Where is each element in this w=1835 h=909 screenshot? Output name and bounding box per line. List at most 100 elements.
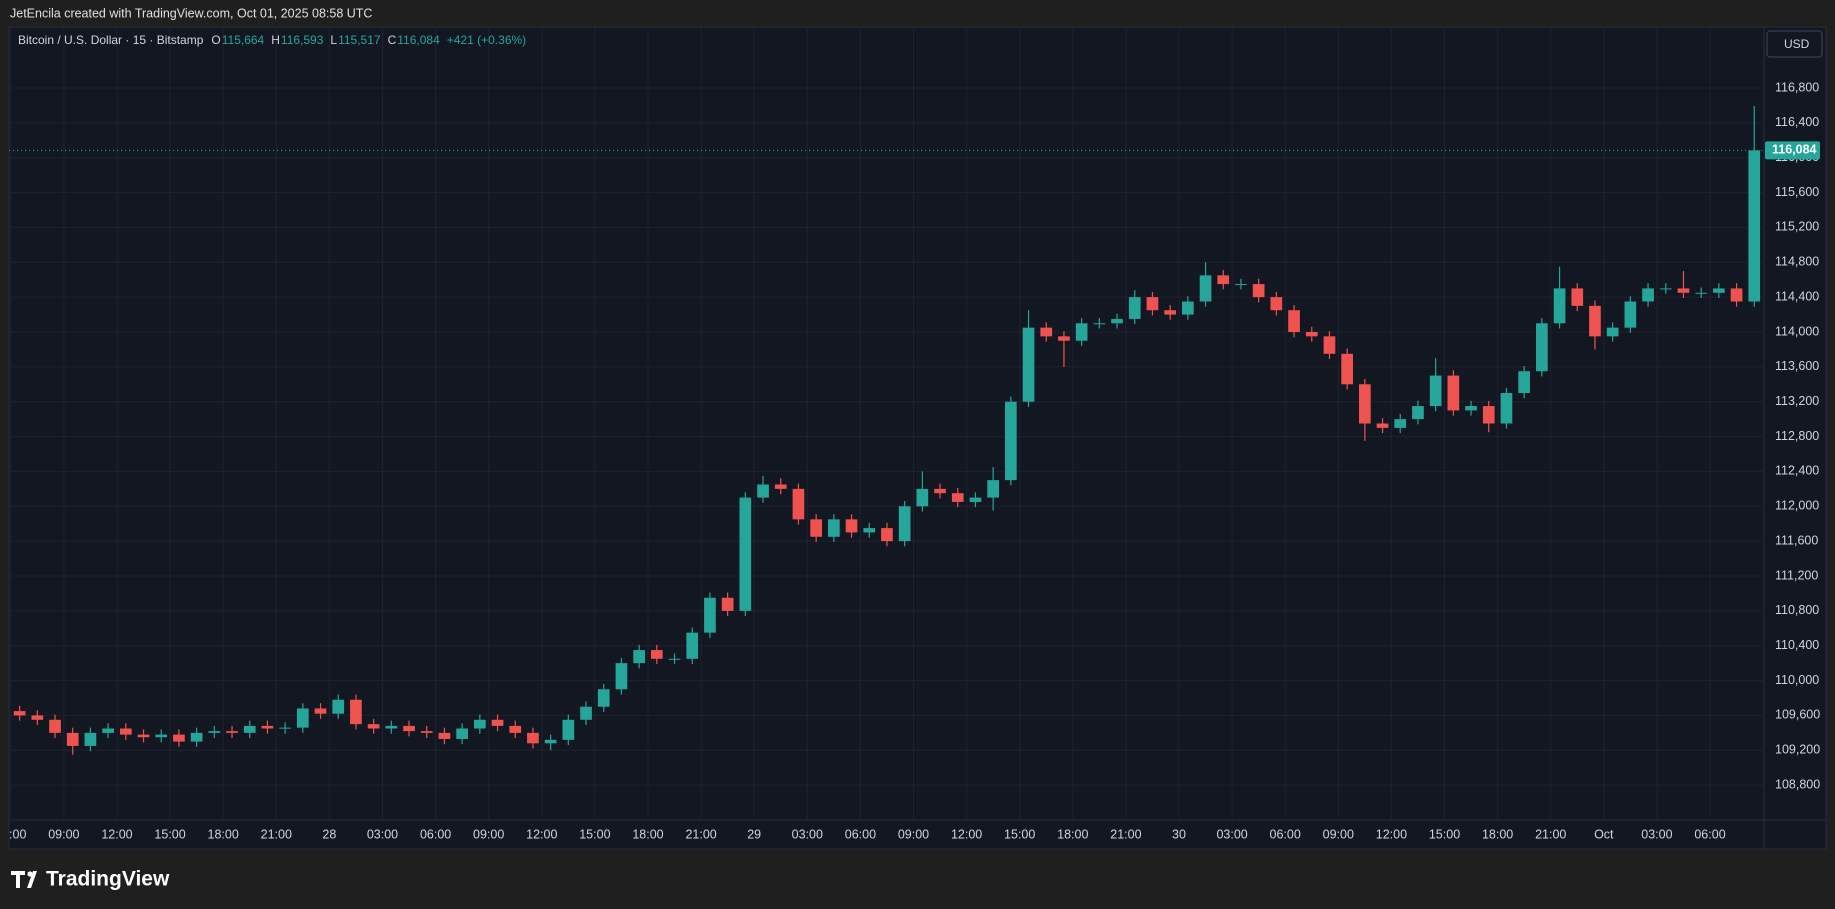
candle-body [1730,288,1743,302]
x-tick-label: Oct [1594,827,1614,841]
x-tick-label: 18:00 [1482,827,1513,841]
x-tick-label: 12:00 [1376,827,1407,841]
legend-key: L [330,33,337,47]
y-tick-label: 110,800 [1775,603,1819,617]
candle-body [208,731,221,733]
x-tick-label: 03:00 [792,827,823,841]
time-axis: 06:00 09:00 12:00 15:00 18:00 21:00 28 03:00 06:… [9,827,1726,841]
candle-body [403,725,415,732]
candle-body [1005,401,1017,481]
legend-value: 116,084 [397,33,440,47]
legend-change: +421 (+0.36%) [447,33,526,47]
y-tick-label: 109,200 [1775,743,1820,757]
candle-body [509,725,522,733]
candle-body [774,484,787,489]
candle-body [190,732,203,742]
candle-body [314,708,327,714]
candle-body [810,519,822,537]
candle-body [1713,288,1725,293]
candle-body [1376,423,1389,428]
candle-body [1677,288,1690,293]
candle-body [1394,419,1407,428]
y-tick-label: 114,800 [1775,255,1819,269]
candle-body [279,727,291,729]
x-tick-label: 09:00 [1323,827,1354,841]
candle-body [420,731,433,733]
candle-body [1447,375,1460,411]
candle-body [119,728,132,735]
candle-body [757,484,769,498]
candle-body [1659,288,1672,290]
x-tick-label: 06:00 [1270,827,1301,841]
candle-body [491,719,504,726]
y-tick-label: 114,400 [1775,289,1819,303]
candle-body [1182,301,1194,315]
candle-body [1288,310,1300,332]
x-tick-label: 03:00 [1216,827,1247,841]
x-tick-label: 03:00 [367,827,398,841]
legend-key: O [211,33,220,47]
candle-body [1305,332,1318,337]
candle-body [1217,275,1230,285]
x-tick-label: 30 [1172,827,1186,841]
candle-body [1536,323,1548,372]
candle-body [916,488,929,507]
x-tick-label: 15:00 [579,827,610,841]
candle-body [261,725,274,729]
candle-body [544,739,557,744]
candle-body [84,732,97,746]
legend-value: 115,664 [222,33,265,47]
y-tick-label: 111,200 [1775,568,1818,582]
candle-body [1429,375,1442,407]
candle-body [739,497,752,611]
candle-body [1235,284,1247,286]
candle-body [1075,323,1088,341]
candle-body [173,734,185,742]
x-tick-label: 15:00 [1004,827,1035,841]
legend-key: H [271,33,280,47]
candle-body [650,650,663,659]
x-tick-label: 28 [322,827,336,841]
x-tick-label: 18:00 [1057,827,1088,841]
candle-body [1058,336,1070,341]
y-tick-label: 112,400 [1775,464,1819,478]
candle-body [1606,327,1619,337]
candle-body [456,728,468,739]
currency-button[interactable] [1766,30,1823,58]
last-price-tag [1765,141,1820,160]
x-tick-label: 06:00 [845,827,876,841]
x-tick-label: 12:00 [526,827,557,841]
y-tick-label: 113,200 [1775,394,1819,408]
candle-body [367,724,380,729]
candle-body [597,689,610,707]
candle-body [1111,318,1123,324]
candle-body [1482,406,1495,424]
candle-body [898,506,911,542]
candle-body [1553,288,1566,324]
candle-body [1341,353,1353,385]
currency-label[interactable]: USD [1784,37,1810,51]
x-tick-label: 15:00 [154,827,185,841]
candle-body [1571,288,1584,306]
candle-body [863,528,876,533]
candle-body [137,734,150,738]
y-tick-label: 108,800 [1775,777,1820,791]
y-tick-label: 116,400 [1775,115,1819,129]
candle-body [296,708,309,728]
y-tick-label: 110,000 [1775,673,1819,687]
x-tick-label: 09:00 [473,827,504,841]
candle-body [385,725,398,729]
y-tick-label: 113,600 [1775,359,1819,373]
footer-logo: TradingView [46,868,170,891]
candle-body [226,731,238,733]
symbol: Bitcoin / U.S. Dollar · 15 · Bitstamp [18,33,204,47]
candle-body [633,650,645,664]
candle-body [350,699,362,725]
plot [9,27,1764,820]
candle-body [615,663,628,690]
candle-body [668,658,681,660]
last-price-label: 116,084 [1772,143,1817,157]
candle-body [1199,275,1212,302]
